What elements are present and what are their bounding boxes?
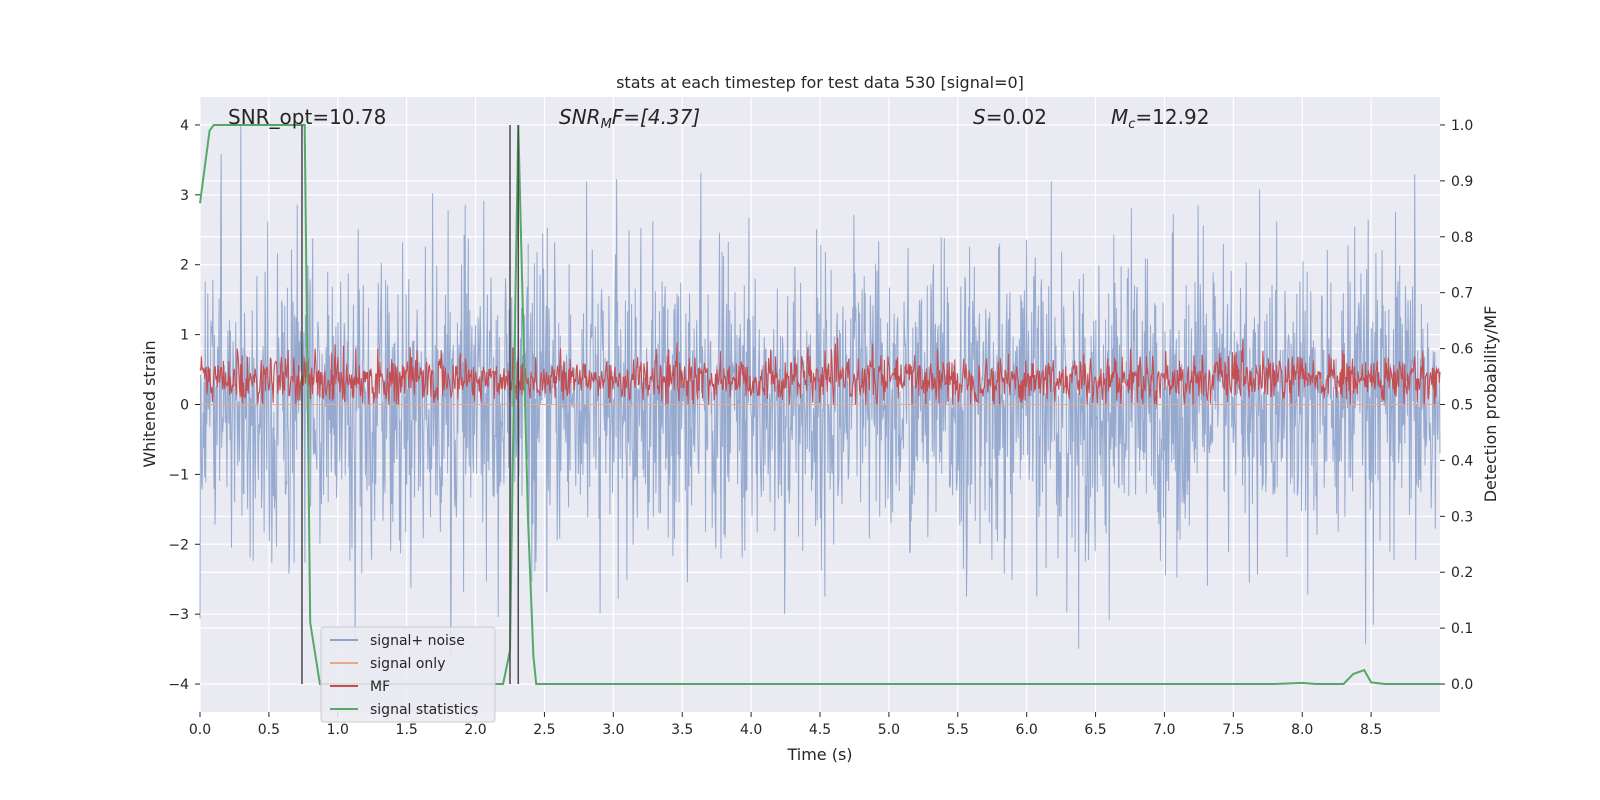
legend-label-signal-statistics: signal statistics — [370, 702, 478, 718]
y-tick-label: 3 — [180, 188, 189, 204]
annotation-s: S=0.02 — [973, 105, 1047, 129]
x-axis-label: Time (s) — [786, 745, 852, 764]
legend: signal+ noise signal only MF signal stat… — [320, 626, 496, 723]
x-tick-label: 0.0 — [189, 722, 211, 738]
y-right-tick-label: 0.3 — [1451, 509, 1473, 525]
y-right-tick-label: 0.1 — [1451, 621, 1473, 637]
y-right-tick-label: 0.5 — [1451, 398, 1473, 414]
y-tick-label: −4 — [168, 677, 189, 693]
y-tick-label: 2 — [180, 258, 189, 274]
y-right-tick-label: 0.4 — [1451, 453, 1473, 469]
annotation-mc: Mc=12.92 — [1111, 105, 1209, 132]
tick-labels: 0.0 0.5 1.0 1.5 2.0 2.5 3.0 3.5 4.0 4.5 5.0 5.5 6.0 6… — [168, 118, 1473, 738]
y-right-tick-label: 0.6 — [1451, 342, 1473, 358]
y-tick-label: −1 — [168, 467, 189, 483]
x-tick-label: 6.0 — [1016, 722, 1038, 738]
y-axis-right-label: Detection probability/MF — [1481, 306, 1500, 503]
y-tick-label: 0 — [180, 398, 189, 414]
y-axis-label: Whitened strain — [140, 340, 159, 467]
y-tick-label: 1 — [180, 328, 189, 344]
annotation-snr-opt: SNR_opt=10.78 — [228, 105, 386, 129]
x-tick-label: 8.5 — [1360, 722, 1382, 738]
x-tick-label: 7.5 — [1222, 722, 1244, 738]
x-tick-label: 3.5 — [671, 722, 693, 738]
series-mf — [199, 337, 1441, 405]
x-tick-label: 3.0 — [602, 722, 624, 738]
series-signal-noise — [199, 124, 1441, 660]
y-tick-label: −2 — [168, 537, 189, 553]
annotation-snr-mf: SNRMF=[4.37] — [559, 105, 700, 132]
x-tick-label: 4.0 — [740, 722, 762, 738]
series-layer — [199, 124, 1441, 685]
legend-label-mf: MF — [370, 679, 390, 695]
y-right-tick-label: 1.0 — [1451, 118, 1473, 134]
y-right-tick-label: 0.7 — [1451, 286, 1473, 302]
series-signal-statistics — [199, 124, 1440, 685]
x-tick-label: 6.5 — [1084, 722, 1106, 738]
y-right-tick-label: 0.8 — [1451, 230, 1473, 246]
vertical-markers — [301, 124, 520, 685]
chart-title: stats at each timestep for test data 530… — [616, 73, 1024, 92]
x-tick-label: 1.0 — [327, 722, 349, 738]
y-right-tick-label: 0.9 — [1451, 174, 1473, 190]
x-tick-label: 1.5 — [396, 722, 418, 738]
x-tick-label: 2.5 — [533, 722, 555, 738]
y-right-tick-label: 0.0 — [1451, 677, 1473, 693]
x-tick-label: 8.0 — [1291, 722, 1313, 738]
x-tick-label: 7.0 — [1153, 722, 1175, 738]
y-tick-label: −3 — [168, 607, 189, 623]
x-tick-label: 4.5 — [809, 722, 831, 738]
legend-label-signal-only: signal only — [370, 656, 445, 672]
x-tick-label: 2.0 — [464, 722, 486, 738]
legend-label-signal-noise: signal+ noise — [370, 633, 465, 649]
x-tick-label: 5.0 — [878, 722, 900, 738]
y-right-tick-label: 0.2 — [1451, 565, 1473, 581]
legend-box — [320, 626, 496, 723]
y-tick-label: 4 — [180, 118, 189, 134]
x-tick-label: 5.5 — [947, 722, 969, 738]
x-tick-label: 0.5 — [258, 722, 280, 738]
